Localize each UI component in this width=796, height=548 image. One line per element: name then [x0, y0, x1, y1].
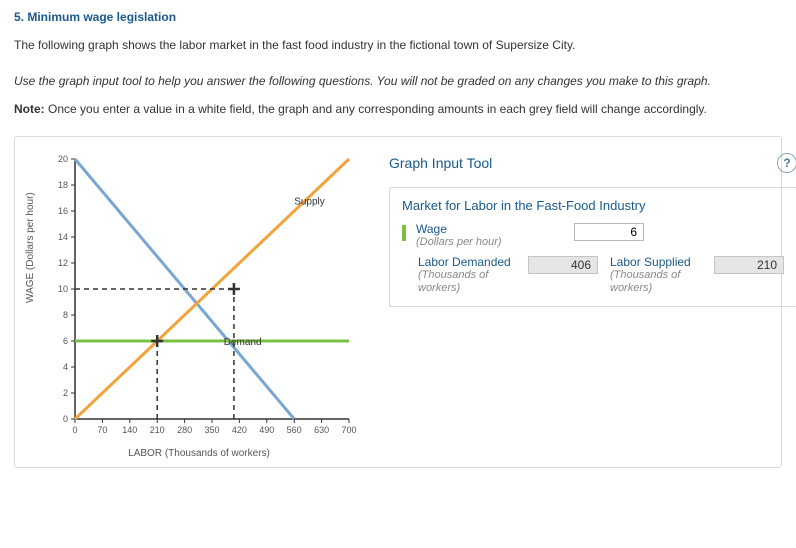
- svg-text:420: 420: [232, 425, 247, 435]
- question-title: 5. Minimum wage legislation: [14, 10, 782, 24]
- svg-text:16: 16: [58, 206, 68, 216]
- svg-text:630: 630: [314, 425, 329, 435]
- svg-text:18: 18: [58, 180, 68, 190]
- svg-text:210: 210: [150, 425, 165, 435]
- supplied-label: Labor Supplied: [610, 256, 702, 269]
- instruction-text: Use the graph input tool to help you ans…: [14, 74, 782, 88]
- svg-text:700: 700: [341, 425, 356, 435]
- labor-row: Labor Demanded (Thousands of workers) 40…: [402, 256, 784, 293]
- help-icon[interactable]: ?: [777, 153, 796, 173]
- wage-row: Wage (Dollars per hour): [402, 223, 784, 248]
- svg-text:0: 0: [72, 425, 77, 435]
- supplied-label-group: Labor Supplied (Thousands of workers): [610, 256, 702, 293]
- svg-text:350: 350: [204, 425, 219, 435]
- note-rest: Once you enter a value in a white field,…: [45, 102, 707, 116]
- intro-text: The following graph shows the labor mark…: [14, 38, 782, 52]
- svg-text:490: 490: [259, 425, 274, 435]
- chart-wrapper: WAGE (Dollars per hour) 0246810121416182…: [39, 153, 359, 453]
- wage-label: Wage: [416, 223, 564, 236]
- demanded-label-group: Labor Demanded (Thousands of workers): [418, 256, 516, 293]
- svg-text:10: 10: [58, 284, 68, 294]
- demanded-value: 406: [528, 256, 598, 274]
- note-bold: Note:: [14, 102, 45, 116]
- x-axis-label: LABOR (Thousands of workers): [39, 448, 359, 459]
- chart-column: WAGE (Dollars per hour) 0246810121416182…: [29, 153, 369, 453]
- svg-text:12: 12: [58, 258, 68, 268]
- svg-text:14: 14: [58, 232, 68, 242]
- tool-box: Market for Labor in the Fast-Food Indust…: [389, 187, 796, 307]
- svg-text:4: 4: [63, 362, 68, 372]
- wage-swatch-icon: [402, 225, 406, 241]
- demanded-sublabel: (Thousands of workers): [418, 269, 516, 293]
- tool-subtitle: Market for Labor in the Fast-Food Indust…: [402, 198, 784, 213]
- supplied-sublabel: (Thousands of workers): [610, 269, 702, 293]
- svg-text:560: 560: [287, 425, 302, 435]
- tool-header-title: Graph Input Tool: [389, 155, 492, 171]
- svg-text:280: 280: [177, 425, 192, 435]
- svg-text:Supply: Supply: [294, 197, 325, 208]
- svg-text:6: 6: [63, 336, 68, 346]
- tool-column: Graph Input Tool ? Market for Labor in t…: [389, 153, 796, 453]
- main-panel: WAGE (Dollars per hour) 0 2 4 6 8 10 12 14 16 18 2…: [14, 136, 782, 468]
- svg-text:20: 20: [58, 154, 68, 164]
- wage-label-group: Wage (Dollars per hour): [416, 223, 564, 248]
- demanded-label: Labor Demanded: [418, 256, 516, 269]
- svg-text:Demand: Demand: [224, 337, 262, 348]
- svg-text:0: 0: [63, 414, 68, 424]
- svg-text:2: 2: [63, 388, 68, 398]
- svg-text:70: 70: [97, 425, 107, 435]
- note-text: Note: Once you enter a value in a white …: [14, 102, 782, 116]
- svg-text:140: 140: [122, 425, 137, 435]
- wage-input[interactable]: [574, 223, 644, 241]
- tool-header: Graph Input Tool ?: [389, 153, 796, 173]
- svg-text:8: 8: [63, 310, 68, 320]
- labor-market-chart[interactable]: 0 2 4 6 8 10 12 14 16 18 20 0 70 140 210 280 350 420 490 56…: [39, 153, 359, 443]
- y-axis-label: WAGE (Dollars per hour): [25, 192, 36, 303]
- supplied-value: 210: [714, 256, 784, 274]
- wage-sublabel: (Dollars per hour): [416, 236, 564, 248]
